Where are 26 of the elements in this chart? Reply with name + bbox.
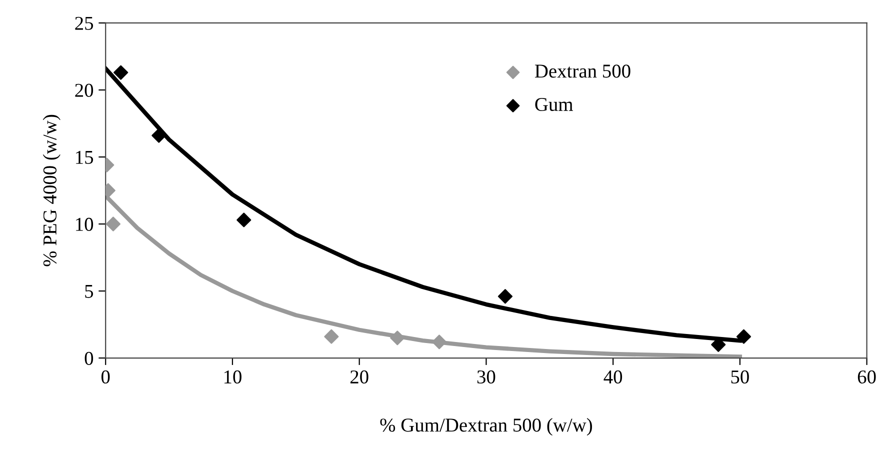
- point: [498, 289, 513, 304]
- point: [106, 216, 120, 232]
- point: [152, 128, 166, 143]
- x-tick-label: 0: [101, 370, 110, 384]
- y-tick-label: 25: [75, 16, 94, 30]
- point: [736, 329, 752, 344]
- x-axis-title: % Gum/Dextran 500 (w/w): [380, 418, 592, 436]
- x-tick-label: 50: [731, 370, 749, 384]
- y-tick-label: 5: [85, 285, 94, 298]
- y-tick-label: 0: [84, 352, 94, 365]
- point: [114, 65, 128, 80]
- point: [390, 330, 405, 346]
- point: [236, 212, 252, 228]
- y-axis-title: % PEG 4000 (w/w): [42, 114, 60, 266]
- x-tick-label: 10: [224, 370, 242, 384]
- point: [432, 334, 447, 350]
- y-tick-label: 15: [76, 150, 94, 164]
- point: [324, 329, 339, 344]
- y-tick-label: 10: [76, 218, 94, 231]
- legend-label: Dextran 500: [534, 64, 630, 78]
- x-tick-label: 40: [604, 370, 622, 384]
- x-tick-label: 30: [477, 370, 496, 384]
- y-tick-label: 20: [75, 84, 94, 97]
- x-tick-label: 20: [350, 370, 368, 384]
- x-tick-label: 60: [858, 370, 876, 384]
- legend-label: Gum: [535, 98, 573, 112]
